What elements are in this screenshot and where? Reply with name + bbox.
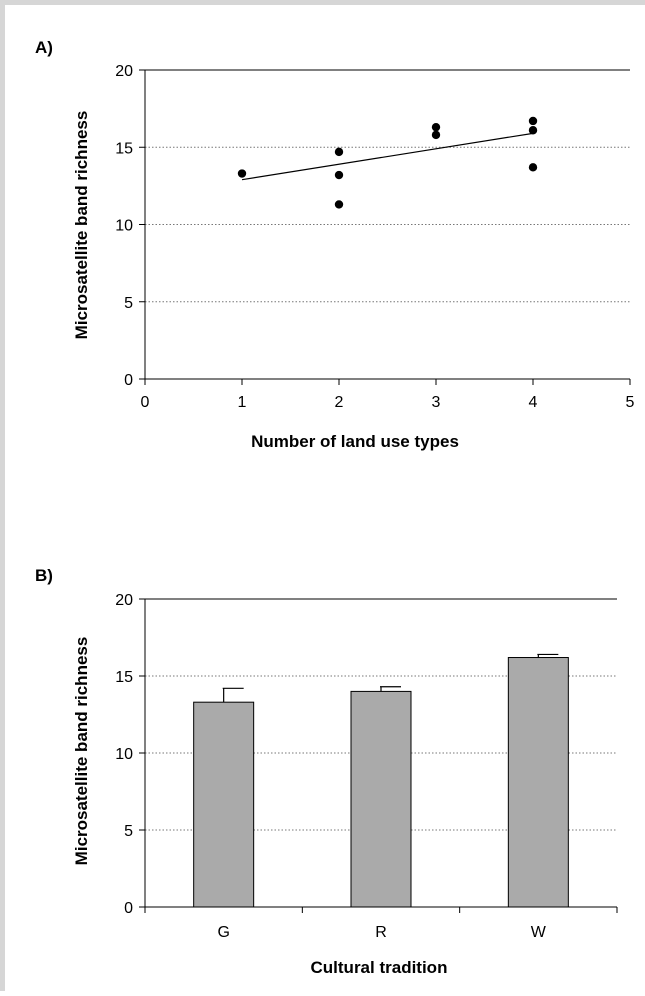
panel-a-x-tick-label: 0: [141, 394, 150, 411]
panel-a-y-tick-label: 5: [124, 295, 133, 312]
panel-a-y-tick-label: 10: [115, 218, 133, 235]
panel-a-data-point: [431, 122, 441, 132]
panel-b-y-tick-label: 20: [115, 592, 133, 609]
panel-a-y-tick-label: 20: [115, 63, 133, 80]
panel-a-y-tick-label: 15: [115, 140, 133, 157]
panel-b-bars: [193, 657, 569, 908]
panel-b-bar: [507, 657, 569, 908]
panel-b-label: B): [35, 566, 53, 585]
figure-svg: A) Microsatellite band richness Number o…: [35, 38, 635, 977]
panel-a-scatter-chart: A) Microsatellite band richness Number o…: [35, 38, 635, 451]
panel-a-trendline: [241, 132, 534, 181]
panel-a-x-tick-label: 5: [626, 394, 635, 411]
panel-b-x-tick-label: W: [531, 924, 547, 941]
panel-a-data-point: [528, 126, 538, 135]
panel-a-data-point: [528, 116, 538, 126]
panel-a-y-axis-title: Microsatellite band richness: [72, 111, 91, 340]
panel-a-y-ticks: 0 5 10 15 20: [115, 63, 145, 389]
panel-a-y-tick-label: 0: [124, 372, 133, 389]
panel-b-y-tick-label: 0: [124, 900, 133, 917]
panel-a-data-point: [334, 170, 344, 180]
panel-b-x-tick-label: G: [217, 924, 229, 941]
panel-b-bar: [350, 690, 412, 908]
panel-a-x-ticks: 0 1 2 3 4 5: [141, 379, 635, 411]
panel-b-bar-chart: B) Microsatellite band richness Cultural…: [35, 566, 618, 977]
panel-a-label: A): [35, 38, 53, 57]
panel-a-points: [237, 116, 538, 209]
panel-b-y-tick-label: 15: [115, 669, 133, 686]
panel-a-x-axis-title: Number of land use types: [251, 432, 459, 451]
panel-a-gridlines: [145, 69, 630, 303]
panel-b-bar: [193, 701, 255, 908]
panel-a-x-tick-label: 4: [529, 394, 538, 411]
panel-a-data-point: [334, 147, 344, 157]
panel-a-x-tick-label: 2: [335, 394, 344, 411]
panel-a-data-point: [334, 200, 344, 209]
panel-a-data-point: [528, 163, 538, 172]
panel-a-x-tick-label: 1: [238, 394, 247, 411]
panel-b-x-axis-title: Cultural tradition: [311, 958, 448, 977]
panel-a-x-tick-label: 3: [432, 394, 441, 411]
panel-b-x-tick-label: R: [375, 924, 387, 941]
panel-b-error-bars: [222, 653, 559, 703]
panel-a-data-point: [431, 130, 441, 140]
panel-b-y-tick-label: 10: [115, 746, 133, 763]
panel-b-y-tick-label: 5: [124, 823, 133, 840]
panel-a-trendline-segment: [241, 132, 534, 181]
panel-a-data-point: [237, 169, 247, 178]
panel-b-y-axis-title: Microsatellite band richness: [72, 637, 91, 866]
panel-b-y-ticks: 0 5 10 15 20: [115, 592, 145, 917]
